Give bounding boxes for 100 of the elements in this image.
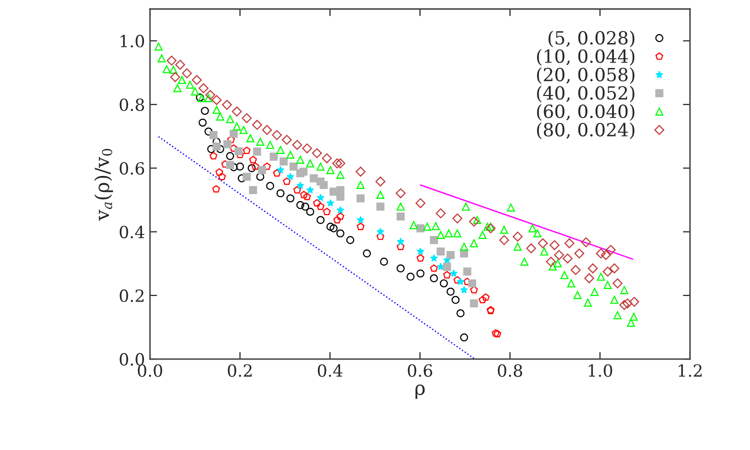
point — [209, 131, 218, 140]
point — [326, 222, 334, 231]
point — [619, 300, 630, 310]
point — [322, 153, 332, 164]
point — [440, 279, 448, 288]
point — [306, 186, 314, 194]
point — [415, 198, 426, 208]
x-tick-label: 0.4 — [318, 364, 342, 377]
point — [380, 258, 388, 266]
point — [296, 201, 304, 210]
point — [460, 333, 468, 342]
point — [256, 172, 264, 181]
point — [622, 298, 632, 308]
point — [600, 250, 611, 260]
point — [234, 147, 243, 156]
point — [215, 168, 224, 176]
point — [346, 236, 354, 244]
point — [482, 293, 490, 301]
point — [430, 254, 438, 262]
point — [562, 254, 573, 264]
point — [550, 240, 560, 250]
point — [312, 148, 322, 158]
point — [313, 199, 321, 207]
point — [596, 248, 606, 258]
point — [396, 264, 405, 272]
y-tick-label: 0.6 — [120, 162, 144, 175]
point — [276, 166, 284, 174]
point — [333, 216, 342, 224]
point — [230, 144, 238, 152]
point — [376, 202, 384, 211]
point — [258, 166, 266, 174]
point — [249, 186, 258, 194]
point — [416, 254, 424, 262]
point — [396, 212, 405, 221]
point — [212, 142, 221, 151]
point — [356, 222, 364, 230]
x-tick-label: 0.0 — [138, 364, 162, 377]
point — [375, 176, 386, 186]
point — [216, 145, 224, 154]
point — [170, 72, 180, 82]
point — [332, 158, 342, 168]
point — [336, 229, 344, 238]
point — [453, 276, 462, 284]
point — [356, 194, 365, 202]
point — [478, 296, 486, 304]
point — [512, 232, 523, 242]
point — [463, 268, 472, 276]
point — [335, 158, 346, 168]
point — [290, 162, 298, 171]
point — [416, 247, 424, 255]
point — [242, 113, 252, 124]
point — [242, 146, 251, 154]
point — [470, 299, 478, 308]
point — [222, 100, 232, 110]
point — [286, 194, 294, 202]
y-tick-label: 1.0 — [120, 34, 144, 48]
point — [212, 185, 220, 193]
point — [251, 162, 260, 170]
point — [248, 164, 256, 172]
point — [322, 208, 331, 216]
point — [416, 224, 424, 232]
point — [253, 148, 262, 156]
point — [629, 296, 640, 307]
point — [570, 265, 581, 275]
point — [326, 199, 334, 207]
x-axis-title: ρ — [416, 384, 425, 399]
point — [606, 244, 616, 255]
point — [282, 134, 292, 145]
point — [450, 269, 458, 277]
point — [538, 238, 548, 248]
point — [430, 274, 438, 282]
point — [456, 309, 465, 318]
legend-label: (5, 0.028) — [548, 30, 634, 48]
legend-label: (80, 0.024) — [537, 122, 634, 140]
point — [564, 238, 574, 248]
point — [456, 278, 464, 286]
point — [252, 120, 262, 130]
point — [452, 296, 460, 304]
point — [280, 157, 288, 166]
point — [602, 266, 613, 277]
x-tick-label: 1.0 — [588, 364, 612, 377]
point — [303, 192, 311, 200]
point — [546, 256, 556, 267]
point — [362, 249, 371, 258]
point — [175, 60, 186, 70]
point — [416, 269, 424, 278]
point — [306, 208, 314, 216]
point — [469, 216, 479, 227]
point — [430, 264, 438, 272]
point — [336, 212, 344, 220]
point — [486, 223, 496, 234]
legend-label: (20, 0.058) — [537, 67, 634, 84]
point — [276, 189, 285, 198]
point — [442, 262, 452, 271]
point — [356, 216, 364, 224]
point — [300, 190, 308, 198]
point — [207, 145, 216, 154]
point — [293, 186, 302, 194]
point — [376, 228, 384, 236]
point — [554, 250, 564, 260]
